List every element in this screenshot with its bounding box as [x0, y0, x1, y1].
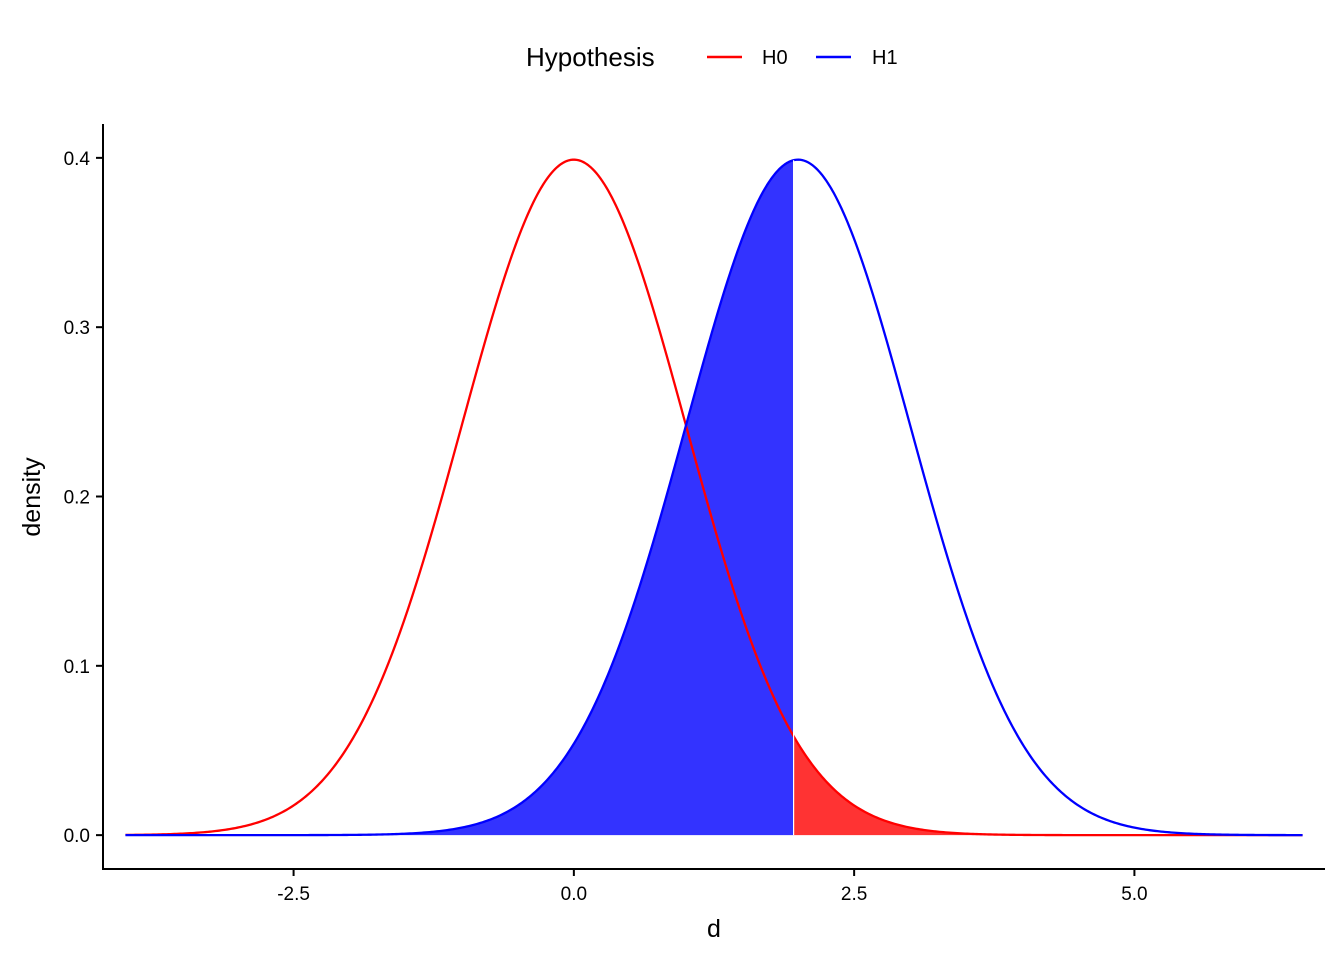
legend: Hypothesis H0 H1 — [526, 42, 898, 72]
shaded-areas — [125, 160, 1303, 836]
x-axis-title: d — [707, 915, 721, 943]
axes: -2.5 0.0 2.5 5.0 0.0 0.1 0.2 0.3 0.4 d density — [18, 124, 1325, 943]
y-tick-label: 0.3 — [64, 318, 90, 339]
legend-title: Hypothesis — [526, 42, 655, 72]
y-tick-label: 0.1 — [64, 657, 90, 678]
y-tick-label: 0.2 — [64, 488, 90, 509]
density-curve-h0 — [125, 158, 1303, 837]
legend-label-h0: H0 — [762, 47, 788, 69]
shaded-area-h0 — [793, 736, 1303, 836]
y-axis-ticks: 0.0 0.1 0.2 0.3 0.4 — [64, 149, 103, 847]
y-tick-label: 0.0 — [64, 826, 90, 847]
x-tick-label: 2.5 — [841, 884, 867, 905]
x-axis-ticks: -2.5 0.0 2.5 5.0 — [277, 869, 1148, 905]
x-tick-label: 0.0 — [561, 884, 587, 905]
legend-label-h1: H1 — [872, 47, 898, 69]
x-tick-label: 5.0 — [1121, 884, 1147, 905]
density-curves — [125, 158, 1303, 837]
y-axis-title: density — [18, 457, 46, 537]
y-tick-label: 0.4 — [64, 149, 91, 170]
density-curve-h1 — [125, 158, 1303, 837]
shaded-area-h1 — [125, 160, 794, 836]
x-tick-label: -2.5 — [277, 884, 310, 905]
